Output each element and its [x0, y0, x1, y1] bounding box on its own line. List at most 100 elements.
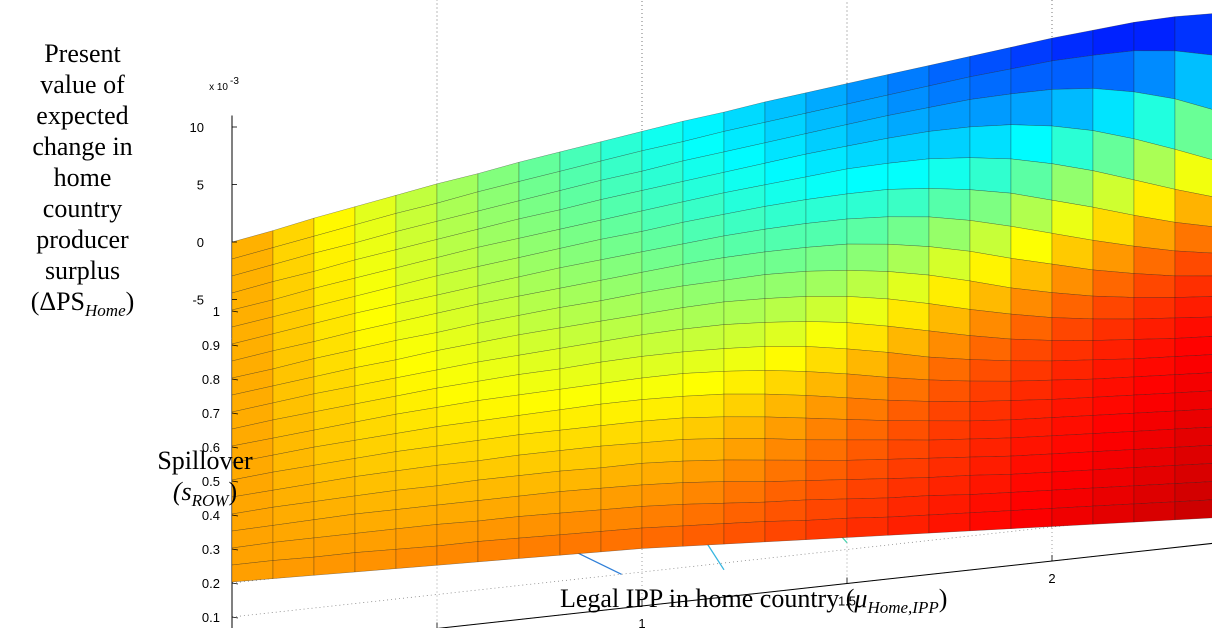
z-tick-label: 5: [197, 178, 204, 193]
surface-patch: [928, 475, 971, 496]
surface-patch: [887, 439, 930, 460]
surface-patch: [764, 321, 807, 347]
surface-patch: [477, 537, 520, 563]
surface-patch: [1174, 354, 1212, 375]
surface-patch: [805, 518, 848, 540]
surface-patch: [764, 459, 807, 482]
surface-patch: [1174, 222, 1212, 254]
surface-patch: [887, 298, 930, 332]
surface-patch: [682, 371, 725, 397]
z-label-line: expected: [36, 101, 129, 130]
surface-patch: [764, 271, 807, 299]
surface-patch: [1010, 124, 1053, 164]
surface-patch: [887, 188, 930, 218]
surface-patch: [723, 298, 766, 325]
surface-patch: [805, 371, 848, 398]
y-tick: [231, 344, 239, 347]
z-label-line: home: [53, 163, 112, 192]
surface-patch: [1092, 358, 1135, 380]
surface-patch: [1010, 453, 1053, 475]
surface-patch: [1051, 487, 1094, 509]
surface-patch: [559, 445, 602, 472]
surface-patch: [641, 504, 684, 529]
surface-patch: [805, 243, 848, 272]
surface-patch: [887, 514, 930, 536]
surface-patch: [805, 479, 848, 501]
surface-patch: [805, 395, 848, 420]
surface-patch: [1133, 428, 1176, 450]
surface-patch: [1174, 250, 1212, 277]
surface-patch: [1133, 483, 1176, 505]
surface-patch: [928, 512, 971, 534]
surface-patch: [600, 421, 643, 447]
surface-patch: [969, 437, 1012, 458]
surface-patch: [641, 525, 684, 549]
surface-patch: [764, 247, 807, 275]
y-tick: [231, 378, 239, 381]
surface-patch: [928, 420, 971, 441]
surface-patch: [928, 126, 971, 159]
surface-patch: [1174, 372, 1212, 394]
surface-patch: [1010, 435, 1053, 457]
surface-patch: [764, 438, 807, 461]
surface-patch: [1174, 445, 1212, 466]
y-tick: [231, 412, 239, 415]
surface-patch: [887, 271, 930, 304]
y-tick-label: 0.2: [202, 576, 220, 591]
surface-patch: [518, 512, 561, 539]
surface-patch: [1051, 88, 1094, 131]
surface-patch: [1051, 55, 1094, 90]
surface-patch: [846, 296, 889, 327]
surface-patch: [682, 459, 725, 483]
surface-patch: [1092, 50, 1135, 93]
surface-patch: [846, 243, 889, 272]
z-label-line: value of: [40, 70, 125, 99]
surface-patch: [1010, 287, 1053, 318]
surface-patch: [969, 359, 1012, 382]
surface-patch: [1051, 469, 1094, 491]
surface-patch: [600, 484, 643, 510]
surface-patch: [1010, 158, 1053, 201]
surface-patch: [1010, 258, 1053, 293]
surface-patch: [928, 456, 971, 478]
surface-patch: [764, 370, 807, 396]
y-tick-label: 0.9: [202, 338, 220, 353]
surface-patch: [1092, 318, 1135, 341]
y-tick: [231, 310, 239, 313]
surface-patch: [764, 393, 807, 419]
surface-patch: [1133, 356, 1176, 378]
surface-patch: [1133, 317, 1176, 340]
surface-patch: [846, 497, 889, 519]
surface-patch: [723, 346, 766, 372]
y-tick-label: 0.6: [202, 440, 220, 455]
surface-patch: [1133, 392, 1176, 414]
y-tick: [231, 514, 239, 517]
surface-patch: [969, 157, 1012, 194]
y-tick: [231, 616, 239, 619]
surface-patch: [1010, 338, 1053, 362]
x-tick-label: 1: [638, 616, 645, 628]
surface-patch: [887, 216, 930, 247]
surface-patch: [887, 244, 930, 276]
surface-patch: [1010, 417, 1053, 439]
surface-patch: [928, 379, 971, 402]
surface-patch: [641, 460, 684, 486]
y-tick-label: 0.8: [202, 372, 220, 387]
surface-patch: [1174, 463, 1212, 484]
surface-patch: [1092, 376, 1135, 398]
x-tick-label: 2: [1048, 571, 1055, 586]
surface-patch: [805, 417, 848, 441]
surface-patch: [887, 400, 930, 421]
surface-patch: [928, 216, 971, 252]
z-label-line: change in: [32, 132, 133, 161]
surface-patch: [928, 274, 971, 310]
surface-patch: [887, 158, 930, 190]
surface-patch: [969, 189, 1012, 227]
surface-patch: [1051, 317, 1094, 341]
surface-patch: [723, 521, 766, 545]
surface-patch: [887, 477, 930, 499]
surface-patch: [682, 481, 725, 505]
surface-patch: [928, 494, 971, 516]
